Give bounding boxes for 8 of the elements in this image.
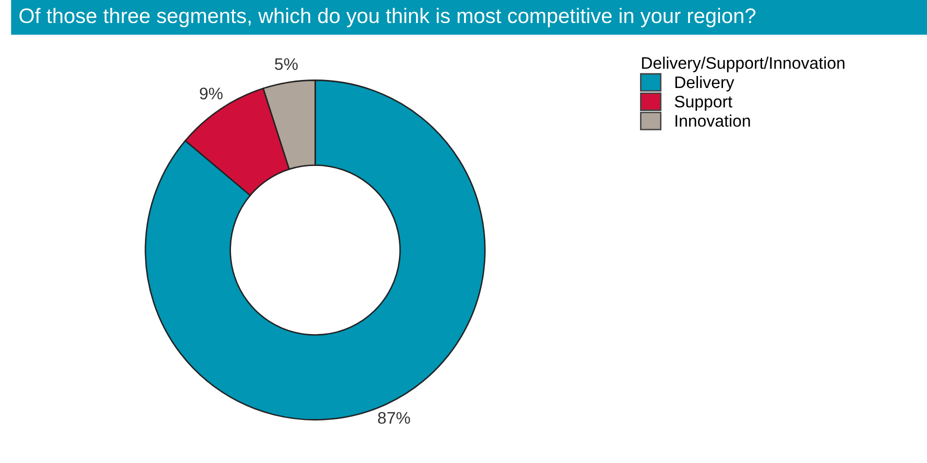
data-label: 9% bbox=[200, 88, 223, 100]
legend-label: Support bbox=[674, 96, 732, 111]
data-label: 5% bbox=[274, 58, 298, 70]
legend-title: Delivery/Support/Innovation bbox=[642, 56, 844, 72]
chart-title: Of those three segments, which do you think is most competitive in your region? bbox=[20, 8, 756, 28]
legend-label: Innovation bbox=[676, 114, 750, 127]
legend-label: Delivery bbox=[675, 76, 734, 92]
data-label: 87% bbox=[378, 412, 410, 424]
